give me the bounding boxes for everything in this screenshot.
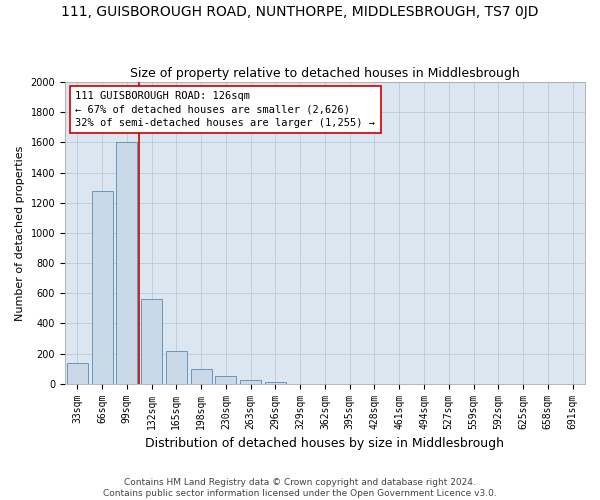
Title: Size of property relative to detached houses in Middlesbrough: Size of property relative to detached ho… bbox=[130, 66, 520, 80]
Text: 111 GUISBOROUGH ROAD: 126sqm
← 67% of detached houses are smaller (2,626)
32% of: 111 GUISBOROUGH ROAD: 126sqm ← 67% of de… bbox=[76, 91, 376, 128]
Bar bbox=[265, 382, 286, 384]
Bar bbox=[191, 370, 212, 384]
Y-axis label: Number of detached properties: Number of detached properties bbox=[15, 145, 25, 320]
Bar bbox=[215, 376, 236, 384]
Bar bbox=[240, 380, 261, 384]
Bar bbox=[92, 190, 113, 384]
Bar bbox=[166, 350, 187, 384]
X-axis label: Distribution of detached houses by size in Middlesbrough: Distribution of detached houses by size … bbox=[145, 437, 505, 450]
Bar bbox=[67, 362, 88, 384]
Text: 111, GUISBOROUGH ROAD, NUNTHORPE, MIDDLESBROUGH, TS7 0JD: 111, GUISBOROUGH ROAD, NUNTHORPE, MIDDLE… bbox=[61, 5, 539, 19]
Bar bbox=[116, 142, 137, 384]
Bar bbox=[141, 299, 162, 384]
Text: Contains HM Land Registry data © Crown copyright and database right 2024.
Contai: Contains HM Land Registry data © Crown c… bbox=[103, 478, 497, 498]
